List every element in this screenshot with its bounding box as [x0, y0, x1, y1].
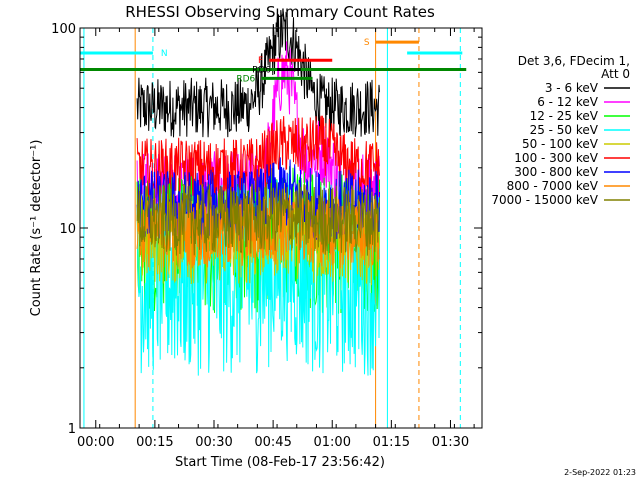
legend-entry-label: 25 - 50 keV — [530, 123, 599, 137]
legend-entry-label: 12 - 25 keV — [530, 109, 599, 123]
y-tick-label: 100 — [51, 22, 76, 37]
x-tick-label: 00:45 — [254, 435, 291, 450]
y-tick-label: 1 — [68, 422, 76, 437]
legend-header: Det 3,6, FDecim 1, — [518, 54, 630, 68]
legend-entry-label: 50 - 100 keV — [522, 137, 599, 151]
series-line — [136, 10, 380, 138]
legend-entry-label: 300 - 800 keV — [514, 165, 598, 179]
series-line — [136, 115, 380, 198]
flag-bar-label: F — [258, 56, 263, 66]
flag-bar-label: RD6 — [236, 74, 255, 84]
legend-entry-label: 100 - 300 keV — [514, 151, 598, 165]
axis-ticks: 00:00 00:15 00:30 00:45 01:00 01:15 01:30 1 10 10… — [51, 22, 482, 450]
legend-entry-label: 3 - 6 keV — [545, 81, 599, 95]
x-tick-label: 00:15 — [136, 435, 173, 450]
legend-entry-label: 800 - 7000 keV — [507, 179, 599, 193]
series-line — [136, 182, 380, 256]
flag-bar-label: N — [161, 49, 168, 59]
x-tick-label: 00:30 — [195, 435, 232, 450]
flag-bar-label: RD6 — [252, 66, 271, 76]
series-lines — [136, 10, 380, 376]
legend-header: Att 0 — [601, 67, 630, 81]
x-tick-label: 01:00 — [314, 435, 351, 450]
generated-date: 2-Sep-2022 01:23 — [564, 468, 636, 477]
legend-entry-label: 7000 - 15000 keV — [491, 193, 598, 207]
x-tick-label: 01:30 — [432, 435, 469, 450]
flag-bar-label: S — [364, 38, 370, 48]
legend-entry-label: 6 - 12 keV — [537, 95, 599, 109]
x-tick-label: 01:15 — [373, 435, 410, 450]
y-tick-label: 10 — [59, 222, 76, 237]
chart-title: RHESSI Observing Summary Count Rates — [125, 3, 435, 21]
y-axis-label: Count Rate (s⁻¹ detector⁻¹) — [29, 140, 44, 317]
x-axis-label: Start Time (08-Feb-17 23:56:42) — [175, 455, 385, 470]
x-tick-label: 00:00 — [77, 435, 114, 450]
